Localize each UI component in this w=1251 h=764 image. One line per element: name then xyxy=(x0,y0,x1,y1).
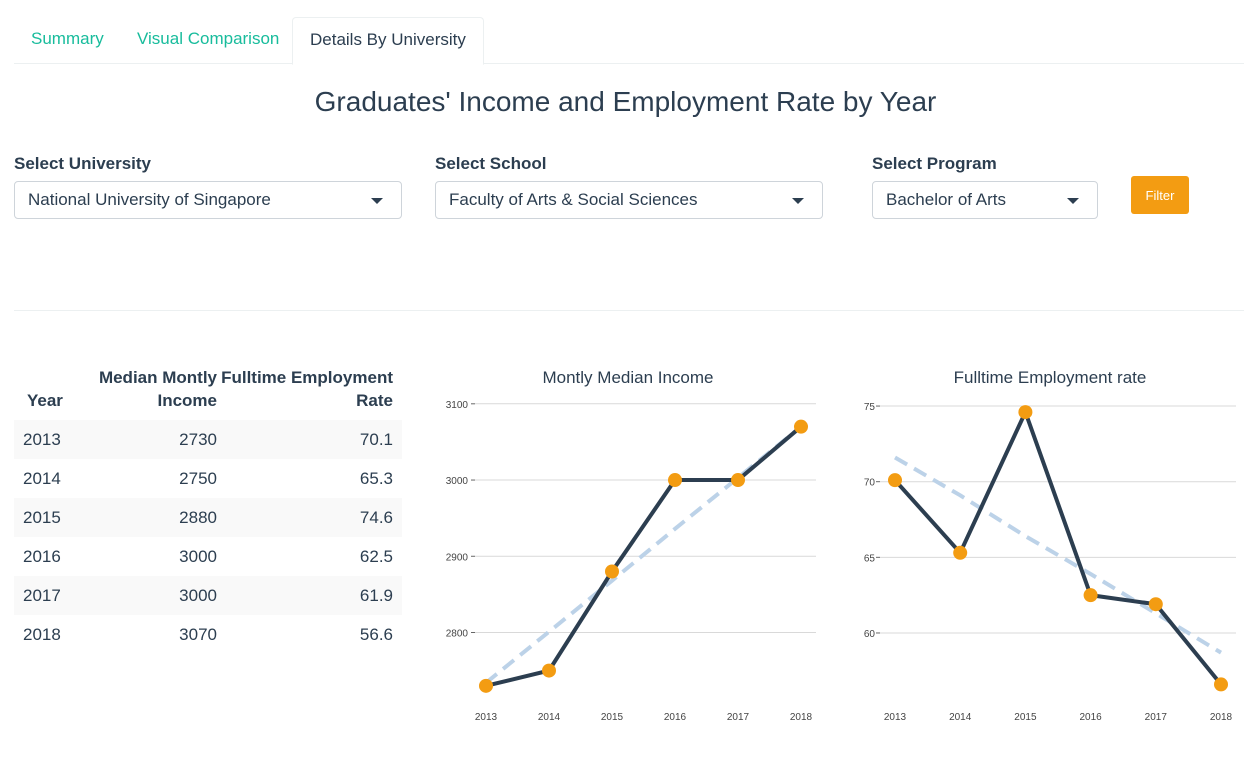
data-point xyxy=(953,545,968,560)
column-header-employment-line-2: Rate xyxy=(356,391,393,410)
y-tick-label: 75 xyxy=(864,402,876,413)
cell-year: 2017 xyxy=(23,586,61,605)
cell-employment: 62.5 xyxy=(359,547,393,566)
university-select[interactable]: National University of Singapore xyxy=(14,181,402,219)
tab-visual-comparison[interactable]: Visual Comparison xyxy=(137,29,280,48)
cell-employment: 61.9 xyxy=(359,586,393,605)
table-row: 2016 3000 62.5 xyxy=(14,537,402,576)
chevron-down-icon xyxy=(371,198,383,204)
program-select[interactable]: Bachelor of Arts xyxy=(872,181,1098,219)
data-point xyxy=(542,663,556,678)
table-body: 2013 2730 70.1 2014 2750 65.3 2015 2880 74.6 2016… xyxy=(14,420,402,654)
cell-year: 2014 xyxy=(23,469,61,488)
data-point xyxy=(1018,405,1033,420)
data-point xyxy=(794,419,808,434)
filter-button[interactable]: Filter xyxy=(1131,176,1189,214)
column-header-income-line-2: Income xyxy=(157,391,217,410)
data-point xyxy=(888,473,902,488)
tab-summary[interactable]: Summary xyxy=(31,29,104,48)
x-tick-label: 2014 xyxy=(949,712,972,723)
cell-year: 2013 xyxy=(23,430,61,449)
university-select-value: National University of Singapore xyxy=(28,190,271,209)
y-tick-label: 60 xyxy=(864,629,876,640)
cell-income: 2730 xyxy=(179,430,217,449)
page-title: Graduates' Income and Employment Rate by… xyxy=(314,86,937,117)
program-select-value: Bachelor of Arts xyxy=(886,190,1007,209)
data-point xyxy=(1214,677,1228,692)
cell-year: 2018 xyxy=(23,625,61,644)
x-tick-label: 2015 xyxy=(1014,712,1037,723)
data-point xyxy=(1083,588,1098,603)
y-tick-label: 3000 xyxy=(446,476,469,487)
school-select-value: Faculty of Arts & Social Sciences xyxy=(449,190,698,209)
chevron-down-icon xyxy=(792,198,804,204)
table-row: 2015 2880 74.6 xyxy=(14,498,402,537)
y-tick-label: 3100 xyxy=(446,400,469,411)
table-row: 2018 3070 56.6 xyxy=(14,615,402,654)
x-tick-label: 2013 xyxy=(884,712,907,723)
tab-bar: Summary Visual Comparison Details By Uni… xyxy=(14,17,1244,65)
data-point xyxy=(605,564,619,579)
income-chart-title: Montly Median Income xyxy=(542,368,714,387)
cell-income: 3000 xyxy=(179,586,217,605)
section-divider xyxy=(14,310,1244,311)
chevron-down-icon xyxy=(1067,198,1079,204)
school-select[interactable]: Faculty of Arts & Social Sciences xyxy=(435,181,823,219)
school-label: Select School xyxy=(435,154,547,173)
cell-income: 3000 xyxy=(179,547,217,566)
column-header-year-line: Year xyxy=(27,391,63,410)
program-label: Select Program xyxy=(872,154,997,173)
cell-employment: 74.6 xyxy=(359,508,393,527)
employment-chart-title: Fulltime Employment rate xyxy=(953,368,1147,387)
table-row: 2014 2750 65.3 xyxy=(14,459,402,498)
column-header-employment-line-1: Fulltime Employment xyxy=(221,368,393,387)
data-table: Year Median Montly Income Fulltime Emplo… xyxy=(14,360,402,654)
cell-employment: 65.3 xyxy=(359,469,393,488)
cell-year: 2016 xyxy=(23,547,61,566)
x-tick-label: 2017 xyxy=(727,712,750,723)
cell-year: 2015 xyxy=(23,508,61,527)
y-tick-label: 65 xyxy=(864,553,876,564)
column-header-income-line-1: Median Montly xyxy=(98,368,217,387)
x-tick-label: 2015 xyxy=(601,712,624,723)
x-tick-label: 2018 xyxy=(790,712,813,723)
data-point xyxy=(1148,597,1163,612)
x-tick-label: 2016 xyxy=(664,712,687,723)
cell-income: 2880 xyxy=(179,508,217,527)
x-tick-label: 2014 xyxy=(538,712,561,723)
data-point xyxy=(479,678,493,693)
column-header-year: Year xyxy=(27,389,63,412)
cell-employment: 70.1 xyxy=(359,430,393,449)
tab-details-by-university[interactable]: Details By University xyxy=(292,17,484,65)
series-line xyxy=(893,406,1223,686)
employment-chart: 60 65 70 75 2013 2014 2015 2016 2017 2018 xyxy=(864,402,1236,723)
series-line xyxy=(485,425,803,688)
table-header: Year Median Montly Income Fulltime Emplo… xyxy=(14,360,402,420)
table-row: 2017 3000 61.9 xyxy=(14,576,402,615)
university-label: Select University xyxy=(14,154,152,173)
y-tick-label: 2800 xyxy=(446,628,469,639)
column-header-income: Median Montly Income xyxy=(99,366,217,412)
x-tick-label: 2013 xyxy=(475,712,498,723)
cell-income: 3070 xyxy=(179,625,217,644)
income-chart: 2800 2900 3000 3100 2013 2014 2015 2016 2017 2018 xyxy=(446,400,816,723)
cell-employment: 56.6 xyxy=(359,625,393,644)
y-tick-label: 70 xyxy=(864,478,876,489)
x-tick-label: 2016 xyxy=(1079,712,1102,723)
x-tick-label: 2017 xyxy=(1145,712,1168,723)
data-point xyxy=(668,473,682,488)
cell-income: 2750 xyxy=(179,469,217,488)
table-row: 2013 2730 70.1 xyxy=(14,420,402,459)
data-point xyxy=(731,473,745,488)
column-header-employment: Fulltime Employment Rate xyxy=(221,366,393,412)
y-tick-label: 2900 xyxy=(446,552,469,563)
x-tick-label: 2018 xyxy=(1210,712,1233,723)
